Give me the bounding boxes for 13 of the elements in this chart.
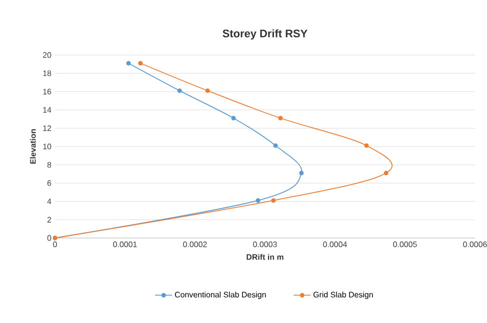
point [177,88,182,93]
point [278,116,283,120]
chart-title: Storey Drift RSY [222,29,308,40]
point [364,143,369,148]
point [231,116,236,120]
point [256,198,260,203]
point [205,88,210,93]
point [299,170,304,176]
point [271,198,276,203]
point [126,60,131,66]
point [273,143,278,148]
point [384,170,388,176]
point [138,60,143,66]
